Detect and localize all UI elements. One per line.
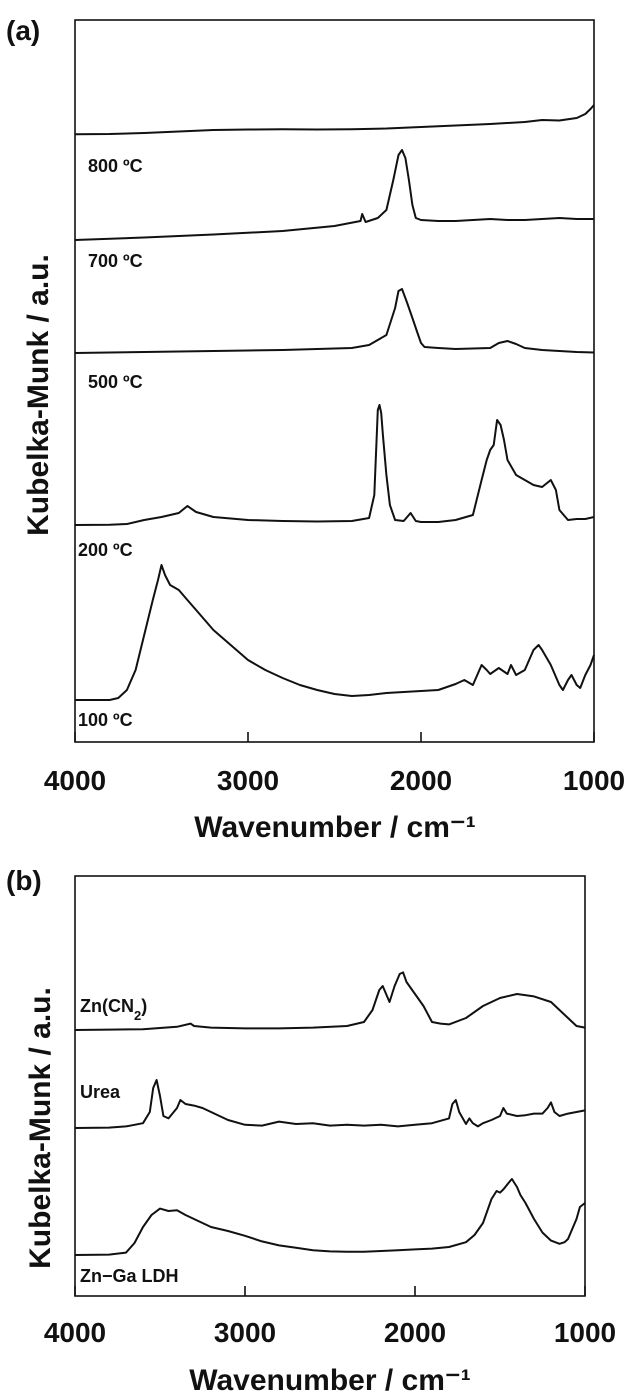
- series-label: 200 ºC: [78, 540, 133, 560]
- series-trace: [74, 149, 594, 241]
- panel-b-plot-frame: [74, 875, 586, 1297]
- panel-b: (b) Kubelka-Munk / a.u. 4000 3000 2000 1000…: [6, 865, 616, 1397]
- series-trace: [74, 404, 595, 526]
- panel-b-label: (b): [6, 865, 42, 896]
- series-label: 100 ºC: [78, 710, 133, 730]
- series-label: 500 ºC: [88, 372, 143, 392]
- panel-a-traces: [74, 104, 595, 701]
- panel-b-x-ticks: 4000 3000 2000 1000: [44, 1286, 616, 1348]
- x-tick-label: 1000: [563, 765, 625, 796]
- panel-b-series-labels: Zn(CN2) Urea Zn−Ga LDH: [80, 996, 179, 1286]
- x-tick-label: 1000: [554, 1317, 616, 1348]
- panel-a-y-axis-title: Kubelka-Munk / a.u.: [22, 254, 55, 536]
- series-trace: [74, 971, 586, 1031]
- series-label: Urea: [80, 1082, 121, 1102]
- series-label: 800 ºC: [88, 156, 143, 176]
- panel-a-x-ticks: 4000 3000 2000 1000: [44, 732, 625, 796]
- series-trace: [74, 288, 595, 354]
- series-label: Zn−Ga LDH: [80, 1266, 179, 1286]
- series-label: Zn(CN2): [80, 996, 147, 1023]
- panel-a-label: (a): [6, 15, 40, 46]
- series-label: 700 ºC: [88, 251, 143, 271]
- x-tick-label: 4000: [44, 765, 106, 796]
- series-trace: [75, 564, 595, 701]
- series-trace: [74, 1178, 586, 1256]
- x-tick-label: 2000: [390, 765, 452, 796]
- x-tick-label: 2000: [384, 1317, 446, 1348]
- panel-a-series-labels: 800 ºC 700 ºC 500 ºC 200 ºC 100 ºC: [78, 156, 143, 730]
- panel-a-plot-frame: [74, 19, 595, 743]
- panel-b-traces: [74, 971, 586, 1256]
- panel-b-x-axis-title: Wavenumber / cm⁻¹: [189, 1364, 470, 1397]
- series-trace: [74, 104, 595, 136]
- panel-a: (a) Kubelka-Munk / a.u. 4000 3000 2000 1000…: [6, 15, 625, 844]
- panel-a-x-axis-title: Wavenumber / cm⁻¹: [194, 811, 475, 844]
- x-tick-label: 3000: [217, 765, 279, 796]
- x-tick-label: 3000: [214, 1317, 276, 1348]
- panel-b-y-axis-title: Kubelka-Munk / a.u.: [24, 987, 57, 1269]
- x-tick-label: 4000: [44, 1317, 106, 1348]
- series-trace: [74, 1079, 586, 1129]
